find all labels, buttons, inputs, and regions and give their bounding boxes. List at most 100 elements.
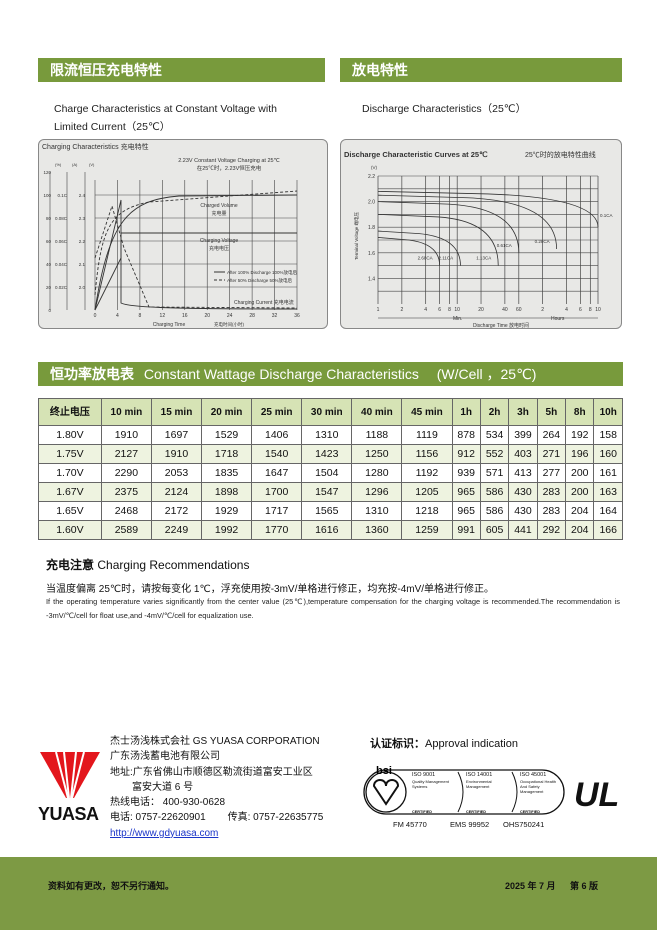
table-cell: 1718 (201, 444, 253, 464)
cert-iso9001: ISO 9001 (412, 772, 436, 778)
x-tick-label: 10 (454, 307, 460, 313)
curve-label: 2.11CA (438, 256, 453, 261)
section-header-discharge: 放电特性 (340, 58, 622, 82)
column-header: 20 min (201, 398, 253, 426)
x-tick-label: 28 (249, 313, 255, 319)
table-cell: 1250 (351, 444, 403, 464)
table-cell: 2468 (100, 501, 152, 521)
cert-iso45001-block: ISO 45001 Occupational Health And Safety… (520, 772, 562, 814)
pct-tick-label: 40 (46, 262, 52, 267)
label-charging-voltage-cn: 充电电压 (209, 245, 229, 252)
table-cell: 1423 (301, 444, 353, 464)
charging-caption: Charge Characteristics at Constant Volta… (54, 100, 277, 136)
approval-title: 认证标识：Approval indication (370, 735, 518, 751)
charging-chart-title: Charging Characteristics 充电特性 (42, 142, 149, 151)
footer: 资料如有更改，恕不另行通知。 2025 年 7 月 第 6 版 (0, 857, 657, 930)
column-header: 终止电压 (38, 398, 102, 426)
legend-100: After 100% Discharge 100%放电后 (227, 269, 298, 276)
x-tick-label: 20 (478, 307, 484, 313)
table-cell: 1188 (351, 425, 403, 445)
axis-unit: (V) (89, 162, 95, 167)
table-cell: 1310 (301, 425, 353, 445)
charging-xlabel-cn: 充电时间(小时) (214, 321, 244, 328)
amp-tick-label: 0.02C (55, 285, 68, 290)
table-cell: 1898 (201, 482, 253, 502)
discharge-caption: Discharge Characteristics（25℃） (362, 103, 527, 115)
end-voltage-cell: 1.60V (38, 520, 102, 540)
pct-tick-label: 80 (46, 216, 52, 221)
bsi-text: bsi (376, 765, 392, 777)
x-tick-label: 4 (116, 313, 119, 319)
discharge-chart: Discharge Characteristic Curves at 25℃ 2… (340, 139, 622, 329)
x-tick-label: 16 (182, 313, 188, 319)
table-cell: 1700 (251, 482, 303, 502)
certification-badges: bsi UL ISO 9001 Quality Management Syste… (362, 760, 632, 820)
table-cell: 1992 (201, 520, 253, 540)
x-tick-label: 36 (294, 313, 300, 319)
charging-xlabel: Charging Time (153, 322, 186, 328)
footer-notice: 资料如有更改，恕不另行通知。 (48, 881, 175, 891)
x-tick-label: 2 (400, 307, 403, 313)
recommend-title-en: Charging Recommendations (97, 558, 250, 572)
table-cell: 403 (508, 444, 538, 464)
table-cell: 1616 (301, 520, 353, 540)
pct-tick-label: 0 (48, 308, 51, 313)
table-cell: 1540 (251, 444, 303, 464)
table-cell: 2124 (150, 482, 203, 502)
cw-title-en: Constant Wattage Discharge Characteristi… (143, 366, 419, 382)
x-tick-label: 6 (579, 307, 582, 313)
cert-iso9001-status: CERTIFIED (412, 810, 433, 814)
amp-tick-label: 0.06C (55, 239, 68, 244)
end-voltage-cell: 1.70V (38, 463, 102, 483)
table-cell: 965 (451, 501, 481, 521)
table-cell: 430 (508, 501, 538, 521)
discharge-xlabel: Discharge Time 放电时间 (473, 322, 529, 329)
table-row: 1.70V 2290 2053 1835 1647 1504 1280 1192 939 571 4… (38, 463, 623, 483)
table-cell: 912 (451, 444, 481, 464)
charging-chart: Charging Characteristics 充电特性 2.23V Cons… (38, 139, 328, 329)
table-cell: 283 (536, 482, 567, 502)
discharge-chart-svg: Discharge Characteristic Curves at 25℃ 2… (344, 150, 613, 329)
table-cell: 413 (508, 463, 538, 483)
cert-iso9001-block: ISO 9001 Quality Management Systems CERT… (412, 772, 454, 814)
table-cell: 1547 (301, 482, 353, 502)
company-fax: 传真: 0757-22635775 (227, 812, 324, 824)
discharge-chart-title-cn: 25℃时的放电特性曲线 (525, 150, 596, 159)
table-cell: 1218 (401, 501, 453, 521)
company-address-2: 富安大道 6 号 (132, 781, 194, 793)
x-tick-label: 6 (438, 307, 441, 313)
table-cell: 1280 (351, 463, 403, 483)
table-cell: 192 (565, 425, 595, 445)
y-tick-label: 1.8 (368, 225, 375, 231)
table-cell: 2053 (150, 463, 203, 483)
yuasa-logo: YUASA (38, 750, 102, 823)
company-website-link[interactable]: http://www.gdyuasa.com (110, 827, 219, 839)
x-tick-label: 4 (424, 307, 427, 313)
table-cell: 399 (508, 425, 538, 445)
table-row: 1.65V 2468 2172 1929 1717 1565 1310 1218 965 586 4… (38, 501, 623, 521)
table-cell: 2290 (100, 463, 152, 483)
table-cell: 441 (508, 520, 538, 540)
table-row: 1.67V 2375 2124 1898 1700 1547 1296 1205 965 586 4… (38, 482, 623, 502)
discharge-ylabel: Terminal Voltage 端电压 (353, 211, 360, 260)
table-cell: 586 (479, 501, 510, 521)
table-cell: 1565 (301, 501, 353, 521)
bsi-certification-icon: bsi UL (363, 765, 619, 815)
table-cell: 163 (593, 482, 623, 502)
end-voltage-cell: 1.67V (38, 482, 102, 502)
table-row: 1.60V 2589 2249 1992 1770 1616 1360 1259 991 605 4… (38, 520, 623, 540)
legend-50: After 50% Discharge 50%放电后 (227, 277, 293, 284)
company-name-cn: 广东汤浅蓄电池有限公司 (110, 751, 220, 763)
column-header: 8h (565, 398, 595, 426)
footer-date: 2025 年 7 月 (505, 881, 556, 891)
hours-label: Hours (551, 316, 565, 322)
pct-tick-label: 100 (43, 193, 51, 198)
cert-iso45001-status: CERTIFIED (520, 810, 541, 814)
cert-code-2: EMS 99952 (450, 820, 490, 829)
axis-unit: (A) (72, 162, 78, 167)
column-header: 5h (536, 398, 567, 426)
curve-label: 0.1CA (600, 213, 613, 218)
table-cell: 204 (565, 520, 595, 540)
table-cell: 158 (593, 425, 623, 445)
column-header: 1h (451, 398, 481, 426)
